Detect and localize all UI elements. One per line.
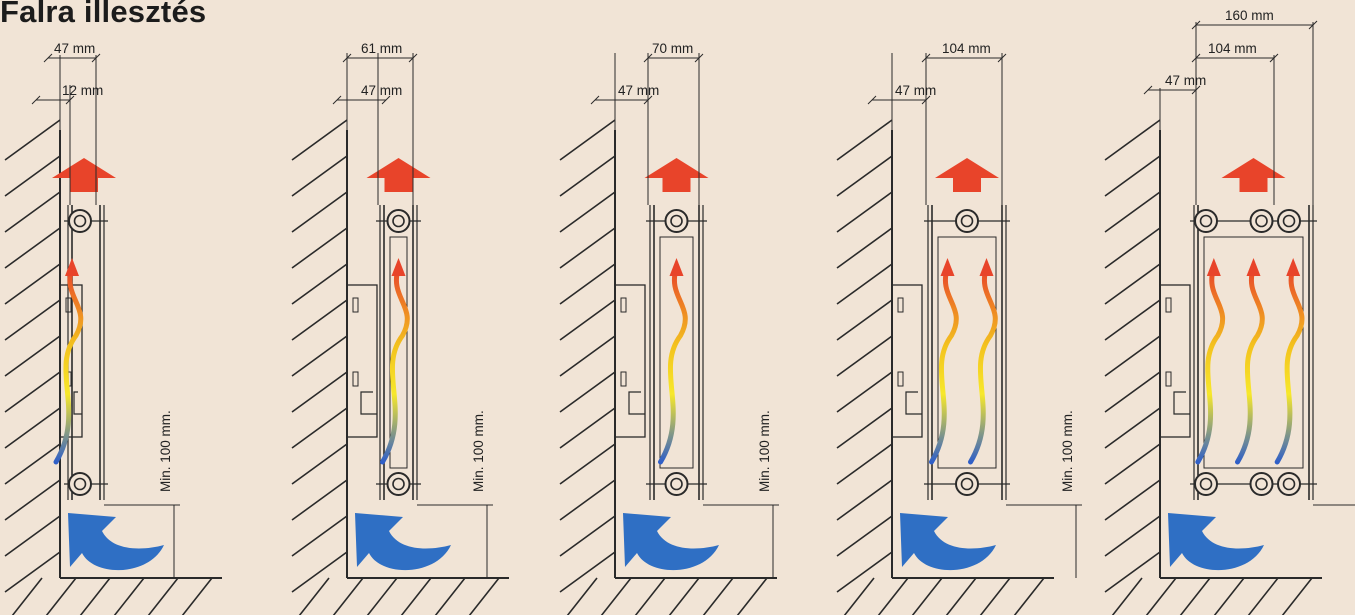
pipe-connector xyxy=(955,209,979,233)
heat-flow-arrow xyxy=(380,265,410,465)
dimension-label: 104 mm xyxy=(1208,41,1257,56)
heat-flow-arrowhead xyxy=(669,258,684,276)
cold-air-arrow xyxy=(355,513,451,571)
pipe-connector xyxy=(1194,209,1218,233)
dimension-label: 70 mm xyxy=(652,41,693,56)
dimension-label: 104 mm xyxy=(942,41,991,56)
pipe-connector xyxy=(664,472,689,496)
heat-flow-arrowhead xyxy=(940,258,955,276)
wall-bracket xyxy=(346,284,378,438)
wall-bracket xyxy=(614,284,646,438)
hot-air-arrow xyxy=(644,158,709,192)
pipe-connector xyxy=(664,209,689,233)
pipe-connector xyxy=(1194,472,1218,496)
heat-flow-arrowhead xyxy=(1246,258,1261,276)
dimension-label: 61 mm xyxy=(361,41,402,56)
diagram-4: Min. 100 mm. 104 mm 47 mm xyxy=(836,41,1082,615)
cold-air-arrow xyxy=(623,513,719,571)
heat-flow-arrow xyxy=(658,265,688,465)
dimension-label: 47 mm xyxy=(361,83,402,98)
pipe-connector xyxy=(386,209,411,233)
pipe-connector xyxy=(1249,472,1274,496)
pipe-connector xyxy=(1277,472,1301,496)
pipe-connector xyxy=(1249,209,1274,233)
cold-air-arrow xyxy=(900,513,996,571)
pipe-connector xyxy=(68,209,92,233)
diagram-1: Min. 100 mm. 47 mm 12 mm xyxy=(4,41,222,615)
heat-flow-arrowhead xyxy=(1206,258,1221,276)
clearance-label: Min. 100 mm. xyxy=(471,410,486,492)
cold-air-arrow xyxy=(1168,513,1264,571)
hot-air-arrow xyxy=(935,158,999,192)
dimension-label: 47 mm xyxy=(54,41,95,56)
heat-flow-arrowhead xyxy=(391,258,406,276)
heat-flow-arrowhead xyxy=(65,258,79,276)
diagram-3: Min. 100 mm. 70 mm 47 mm xyxy=(559,41,779,615)
wall-bracket xyxy=(1159,284,1191,438)
page-title: Falra illesztés xyxy=(0,0,207,29)
heat-flow-arrow xyxy=(1235,265,1265,465)
pipe-connector xyxy=(1277,209,1301,233)
diagram-2: Min. 100 mm. 61 mm 47 mm xyxy=(291,41,509,615)
hot-air-arrow xyxy=(52,158,116,192)
dimension-label: 47 mm xyxy=(618,83,659,98)
clearance-label: Min. 100 mm. xyxy=(1060,410,1075,492)
heat-flow-arrowhead xyxy=(1286,258,1301,276)
pipe-connector xyxy=(68,472,92,496)
clearance-label: Min. 100 mm. xyxy=(757,410,772,492)
heat-flow-arrow xyxy=(1274,265,1305,465)
hot-air-arrow xyxy=(1221,158,1286,192)
heat-flow-arrow xyxy=(1195,265,1226,465)
hot-air-arrow xyxy=(366,158,431,192)
heat-flow-arrow xyxy=(53,265,84,465)
wall-bracket xyxy=(891,284,923,438)
clearance-label: Min. 100 mm. xyxy=(158,410,173,492)
heat-flow-arrowhead xyxy=(979,258,994,276)
dimension-label: 160 mm xyxy=(1225,8,1274,23)
pipe-connector xyxy=(386,472,411,496)
dimension-label: 12 mm xyxy=(62,83,103,98)
cold-air-arrow xyxy=(68,513,164,571)
pipe-connector xyxy=(955,472,979,496)
dimension-label: 47 mm xyxy=(895,83,936,98)
dimension-label: 47 mm xyxy=(1165,73,1206,88)
heat-flow-arrow xyxy=(929,265,959,465)
heat-flow-arrow xyxy=(968,265,998,465)
